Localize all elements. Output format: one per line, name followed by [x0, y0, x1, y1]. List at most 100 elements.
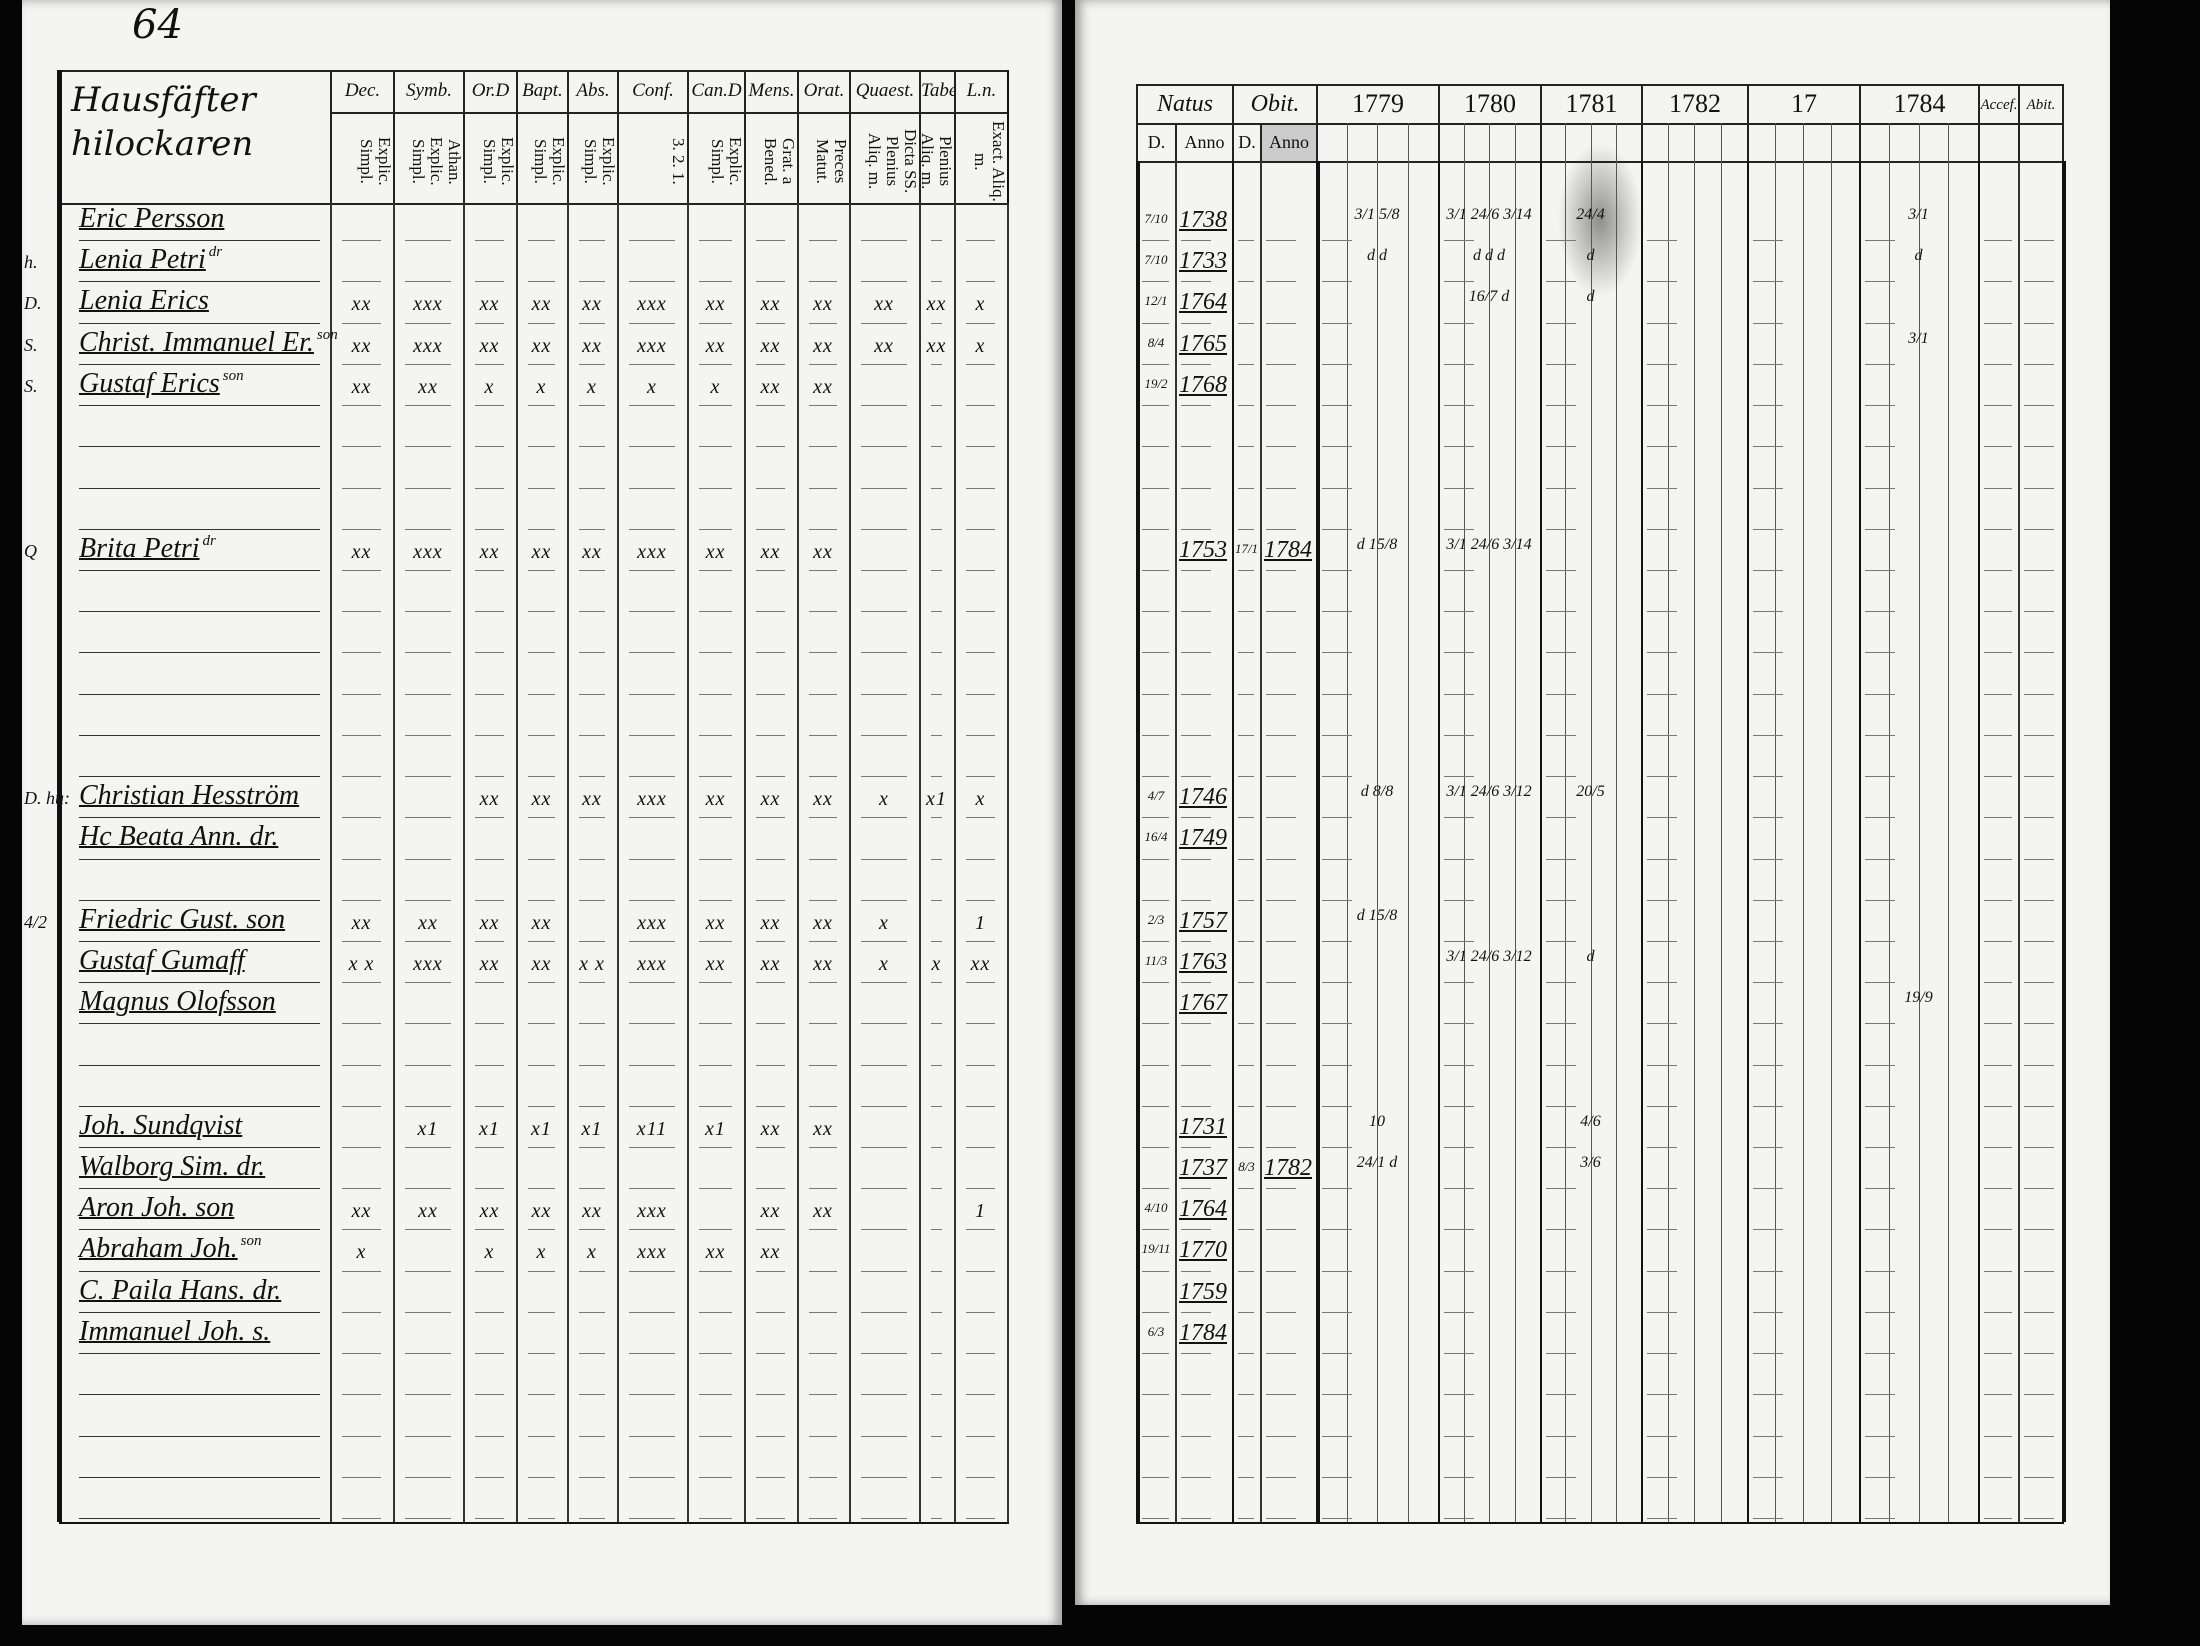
cell-dash [2024, 1188, 2054, 1190]
cell-dash [528, 446, 555, 448]
cell-dash [1865, 281, 1895, 283]
cell-dash [1647, 569, 1677, 571]
cell-dash [809, 899, 837, 901]
cell-dash [966, 776, 995, 778]
cell-dash [1238, 1188, 1254, 1190]
cell-dash [1753, 487, 1783, 489]
exam-mark: xx [705, 334, 726, 357]
cell-dash [1865, 611, 1895, 613]
birth-day: 16/4 [1144, 829, 1168, 845]
exam-mark: xx [479, 911, 500, 934]
cell-dash [931, 1476, 942, 1478]
exam-mark: x [975, 788, 986, 811]
cell-dash [342, 982, 381, 984]
cell-dash [1142, 1188, 1169, 1190]
cell-dash [1753, 1353, 1783, 1355]
cell-dash [1238, 940, 1254, 942]
cell-dash [931, 363, 942, 365]
cell-dash [1322, 528, 1352, 530]
cell-dash [1444, 1518, 1474, 1519]
cell-dash [861, 693, 907, 695]
cell-dash [342, 817, 381, 819]
cell-dash [1238, 1518, 1254, 1519]
margin-note: D. hu: [24, 788, 70, 809]
cell-dash [966, 1229, 995, 1231]
cell-dash [1984, 611, 2012, 613]
cell-dash [1984, 528, 2012, 530]
cell-dash [966, 1476, 995, 1478]
cell-dash [629, 858, 675, 860]
cell-dash [1865, 899, 1895, 901]
cell-dash [1865, 1064, 1895, 1066]
cell-dash [475, 322, 504, 324]
cell-dash [405, 611, 451, 613]
cell-dash [1546, 363, 1576, 365]
exam-mark: x1 [581, 1117, 603, 1140]
cell-dash [342, 1270, 381, 1272]
column-divider [687, 203, 689, 1522]
margin-note: h. [24, 252, 38, 273]
cell-dash [1142, 1476, 1169, 1478]
cell-dash [1266, 940, 1296, 942]
cell-dash [756, 1064, 785, 1066]
column-divider [393, 203, 395, 1522]
cell-dash [1238, 817, 1254, 819]
cell-dash [1984, 322, 2012, 324]
cell-dash [1142, 693, 1169, 695]
cell-dash [1238, 652, 1254, 654]
cell-dash [475, 1311, 504, 1313]
cell-dash [1647, 817, 1677, 819]
exam-mark: xx [351, 375, 372, 398]
cell-dash [1753, 569, 1783, 571]
cell-dash [475, 693, 504, 695]
exam-mark: xx [813, 375, 833, 398]
cell-dash [1181, 1270, 1211, 1272]
birth-year: 1759 [1179, 1278, 1227, 1305]
exam-mark: x [975, 293, 986, 316]
name-entry: Christ. Immanuel Er. son [79, 327, 338, 359]
cell-dash [699, 776, 732, 778]
exam-mark: xx [760, 540, 781, 563]
cell-dash [629, 363, 675, 365]
cell-dash [2024, 611, 2054, 613]
exam-mark: xxx [413, 952, 443, 975]
exam-mark: xx [351, 1200, 372, 1223]
cell-dash [756, 1311, 785, 1313]
exam-mark: x [536, 1241, 547, 1264]
cell-dash [1753, 1105, 1783, 1107]
exam-mark: x11 [636, 1117, 668, 1140]
birth-day: 4/7 [1147, 788, 1165, 804]
cell-dash [1181, 240, 1211, 242]
cell-dash [342, 240, 381, 242]
cell-dash [579, 1476, 605, 1478]
cell-dash [966, 1188, 995, 1190]
cell-dash [1444, 405, 1474, 407]
cell-dash [1984, 940, 2012, 942]
cell-dash [1546, 734, 1576, 736]
cell-dash [1142, 1270, 1169, 1272]
cell-dash [1181, 1476, 1211, 1478]
name-entry: Abraham Joh. son [79, 1233, 326, 1265]
cell-dash [1238, 1394, 1254, 1396]
cell-dash [1984, 1394, 2012, 1396]
exam-mark: xx [705, 1241, 726, 1264]
row-rule [79, 776, 320, 778]
cell-dash [1546, 322, 1576, 324]
cell-dash [966, 1270, 995, 1272]
exam-mark: xxx [637, 911, 667, 934]
exam-mark: xx [418, 375, 438, 398]
margin-note: S. [24, 334, 38, 355]
cell-dash [1984, 569, 2012, 571]
cell-dash [861, 899, 907, 901]
cell-dash [756, 817, 785, 819]
cell-dash [579, 1270, 605, 1272]
column-divider [1007, 203, 1009, 1522]
row-rule [79, 1311, 320, 1313]
name-entry: Joh. Sundqvist [79, 1110, 326, 1142]
cell-dash [2024, 899, 2054, 901]
cell-dash [1181, 569, 1211, 571]
cell-dash [1238, 487, 1254, 489]
exam-mark: xx [705, 788, 726, 811]
sub-column-divider [1463, 123, 1465, 1522]
cell-dash [1984, 446, 2012, 448]
